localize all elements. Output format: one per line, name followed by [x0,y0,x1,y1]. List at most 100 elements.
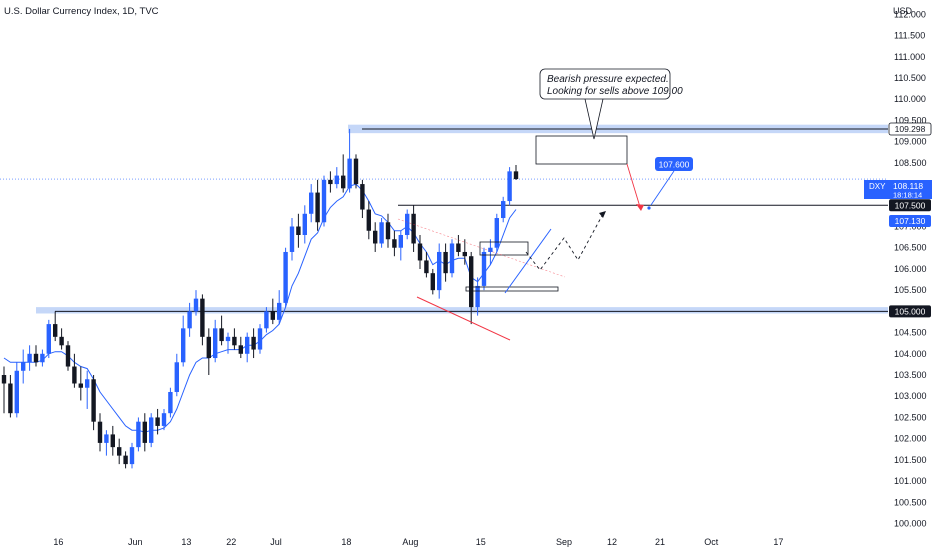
candle-body [193,298,199,312]
time-tick-label: 12 [607,537,617,547]
candle-body [341,175,346,189]
time-tick-label: 13 [181,537,191,547]
candle-body [309,192,314,214]
candle-body [129,447,135,465]
candle-body [469,256,474,308]
candle-body [417,243,423,261]
candle-body [181,328,186,363]
candle-body [283,251,288,303]
candle-body [289,226,295,252]
price-tick-label: 100.000 [894,519,927,529]
price-tick-label: 102.500 [894,412,927,422]
candle-body [27,353,32,363]
price-tick-label: 111.500 [894,31,925,41]
annotation-pointer [584,98,604,140]
candle-body [373,230,378,244]
price-tick-label: 103.500 [894,370,927,380]
annotation-box[interactable] [539,68,671,100]
candle-body [21,362,26,371]
candle-body [123,455,128,465]
candle-body [91,379,96,422]
price-tick-label: 110.000 [894,94,926,104]
candles-layer [1,128,519,469]
candle-body [296,226,301,235]
time-tick-label: Jul [270,537,282,547]
price-tick-label: 112.000 [894,9,926,19]
candle-body [78,383,83,388]
candle-body [213,328,218,359]
candle-body [85,379,90,388]
candle-body [168,391,173,414]
candle-body [379,222,384,244]
candle-body [104,434,109,443]
price-tick-label: 108.500 [894,158,927,168]
candle-body [232,336,237,346]
candle-body [238,345,243,354]
candle-body [65,345,71,367]
price-tag-badge [889,305,931,318]
candle-body [46,324,51,354]
candle-body [315,192,320,223]
candle-body [366,209,371,231]
annotation-line-2: Looking for sells above 109.00 [547,86,683,97]
currency-label: USD [893,6,913,16]
annotation-line-1: Bearish pressure expected. [547,74,669,85]
candle-body [507,171,512,202]
price-tag-label: 107.130 [895,216,926,226]
price-tag-label: 107.500 [895,200,926,210]
price-tick-label: 104.500 [894,328,927,338]
time-tick-label: 21 [655,537,665,547]
candle-body [72,366,77,384]
consolidation-box [479,241,529,256]
time-tick-label: Jun [128,537,143,547]
candle-body [53,324,58,337]
candle-body [251,336,256,350]
candle-body [142,421,147,443]
bearish-arrowhead [636,204,644,211]
candle-body [328,179,333,185]
time-tick-label: 15 [476,537,486,547]
candle-body [411,213,416,244]
candle-body [187,311,192,329]
candle-body [110,434,115,448]
time-tick-label: 18 [341,537,351,547]
candle-body [334,175,339,185]
time-axis[interactable]: 16 Jun 13 22 Jul 18 Aug 15 Sep 12 21 Oct 17 [53,537,783,547]
candle-body [462,251,467,257]
price-tick-label: 102.000 [894,434,927,444]
candle-body [398,234,403,248]
candle-body [206,336,211,359]
callout-107600-label: 107.600 [659,160,690,170]
candle-body [321,179,327,223]
price-tick-label: 110.500 [894,73,926,83]
time-tick-label: Sep [556,537,572,547]
candle-body [149,417,154,443]
sell-zone-box [535,135,628,165]
bullish-arrow [650,170,675,206]
candle-body [155,417,160,426]
candle-body [225,336,231,342]
candle-body [481,251,487,286]
support-zone [36,307,888,314]
candle-body [1,375,7,384]
time-tick-label: Aug [402,537,418,547]
candle-body [443,251,448,274]
current-price: 108.118 [893,181,923,191]
candle-body [513,171,519,180]
price-tick-label: 109.500 [894,115,927,125]
candle-body [475,285,480,308]
price-tag-badge [889,214,931,227]
candle-body [40,353,45,363]
price-tag-badge [889,199,931,212]
candle-body [392,239,397,248]
candle-body [360,184,365,210]
candle-body [245,336,250,354]
candle-body [14,370,19,414]
callout-107600-badge[interactable] [655,157,693,171]
trendline-up [504,228,552,294]
candle-body [449,243,455,274]
current-price-tag[interactable] [864,180,932,199]
price-tag-label: 109.298 [895,124,926,134]
